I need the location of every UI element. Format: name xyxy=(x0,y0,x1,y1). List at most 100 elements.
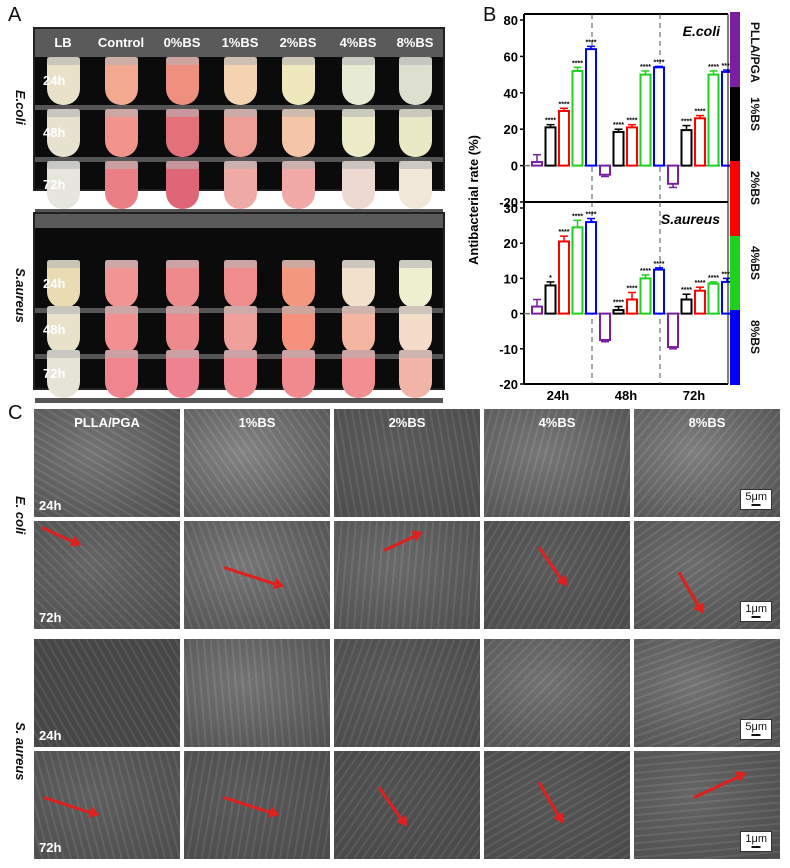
y-tick-label: 20 xyxy=(504,122,518,137)
bar-8pctbs xyxy=(653,268,665,315)
tube-control xyxy=(105,306,138,354)
tube-lb xyxy=(47,350,80,398)
bar-2pctbs xyxy=(626,126,638,167)
tube-cap xyxy=(224,306,257,314)
sem-texture xyxy=(484,409,630,517)
tube-0pctbs xyxy=(166,109,199,157)
bar-2pctbs xyxy=(626,298,638,315)
sem-column-label: PLLA/PGA xyxy=(74,415,140,430)
rack-shelf xyxy=(35,105,443,110)
significance-marker: **** xyxy=(695,109,706,116)
y-tick-label: 80 xyxy=(504,13,518,28)
tube-rack-saureus: 24h 48h 72h xyxy=(33,212,445,403)
scale-bar-line xyxy=(751,846,761,848)
tube-cap xyxy=(166,57,199,65)
significance-marker: * xyxy=(549,275,552,282)
sem-column-label: 2%BS xyxy=(388,415,426,430)
sem-organism-label: S. aureus xyxy=(13,722,28,781)
significance-marker: **** xyxy=(586,39,597,46)
x-category-label: 48h xyxy=(615,388,637,400)
tube-4pctbs xyxy=(342,260,375,308)
sem-texture xyxy=(184,639,330,747)
bar-4pctbs xyxy=(707,73,720,167)
sem-image-saureus-24h-2pctbs xyxy=(333,638,481,748)
sem-image-ecoli-72h-plla-pga: 72h xyxy=(33,520,181,630)
y-tick-label: 0 xyxy=(511,159,518,174)
tube-cap xyxy=(399,350,432,358)
tube-2pctbs xyxy=(282,109,315,157)
tube-1pctbs xyxy=(224,57,257,105)
tube-cap xyxy=(342,161,375,169)
sem-texture xyxy=(184,751,330,859)
bar-4pctbs xyxy=(639,277,652,315)
sem-image-saureus-72h-8pctbs: 1μm xyxy=(633,750,781,860)
tube-cap xyxy=(399,57,432,65)
bar-1pctbs xyxy=(544,126,557,167)
significance-marker: **** xyxy=(681,287,692,294)
column-label: Control xyxy=(97,35,145,50)
x-category-label: 24h xyxy=(547,388,569,400)
tube-cap xyxy=(282,350,315,358)
tube-1pctbs xyxy=(224,260,257,308)
time-label: 24h xyxy=(43,276,66,291)
significance-marker: **** xyxy=(708,275,719,282)
panel-b-chart: -20 0 20 40 60 80 E.coli **** **** **** **** **** **… xyxy=(460,0,790,403)
time-label: 24h xyxy=(43,73,66,88)
tube-control xyxy=(105,109,138,157)
organism-label: E.coli xyxy=(13,90,28,125)
bar-2pctbs xyxy=(558,240,570,315)
tube-0pctbs xyxy=(166,57,199,105)
sem-column-label: 1%BS xyxy=(238,415,276,430)
sem-texture xyxy=(484,639,630,747)
significance-marker: **** xyxy=(722,63,733,70)
tube-cap xyxy=(224,57,257,65)
tube-cap xyxy=(105,306,138,314)
sem-image-ecoli-72h-2pctbs xyxy=(333,520,481,630)
tube-cap xyxy=(342,350,375,358)
sem-time-label: 72h xyxy=(39,610,62,625)
tube-cap xyxy=(166,161,199,169)
tube-8pctbs xyxy=(399,57,432,105)
y-tick-label: 60 xyxy=(504,49,518,64)
sem-column-label: 4%BS xyxy=(538,415,576,430)
tube-cap xyxy=(282,306,315,314)
legend-swatch xyxy=(730,161,740,236)
sem-time-label: 24h xyxy=(39,498,62,513)
antibacterial-rate-bar-chart: -20020406080E.coli**********************… xyxy=(466,13,733,403)
tube-lb xyxy=(47,57,80,105)
x-category-label: 72h xyxy=(683,388,705,400)
tube-1pctbs xyxy=(224,161,257,209)
panel-label-a: A xyxy=(8,4,22,26)
rack-shelf xyxy=(35,157,443,162)
legend-swatch xyxy=(730,235,740,311)
tube-cap xyxy=(282,161,315,169)
tube-0pctbs xyxy=(166,306,199,354)
significance-marker: **** xyxy=(627,285,638,292)
tube-4pctbs xyxy=(342,109,375,157)
tube-4pctbs xyxy=(342,306,375,354)
column-label: 4%BS xyxy=(339,35,377,50)
sem-texture xyxy=(334,751,480,859)
tube-cap xyxy=(105,260,138,268)
tube-cap xyxy=(342,57,375,65)
sem-texture xyxy=(34,639,180,747)
tube-cap xyxy=(47,161,80,169)
sem-image-saureus-24h-4pctbs xyxy=(483,638,631,748)
significance-marker: **** xyxy=(545,118,556,125)
bar-plla-pga xyxy=(667,312,679,349)
bar-4pctbs xyxy=(571,69,584,167)
legend-label: 2%BS xyxy=(748,171,762,206)
sem-image-ecoli-72h-1pctbs xyxy=(183,520,331,630)
legend-label: 8%BS xyxy=(748,320,762,355)
tube-lb xyxy=(47,306,80,354)
sem-image-saureus-72h-1pctbs xyxy=(183,750,331,860)
tube-cap xyxy=(105,350,138,358)
column-label: 1%BS xyxy=(221,35,259,50)
bar-plla-pga xyxy=(667,164,679,185)
tube-8pctbs xyxy=(399,260,432,308)
tube-2pctbs xyxy=(282,57,315,105)
sem-texture xyxy=(34,751,180,859)
bar-2pctbs xyxy=(694,289,706,315)
time-label: 48h xyxy=(43,125,66,140)
sem-texture xyxy=(334,639,480,747)
